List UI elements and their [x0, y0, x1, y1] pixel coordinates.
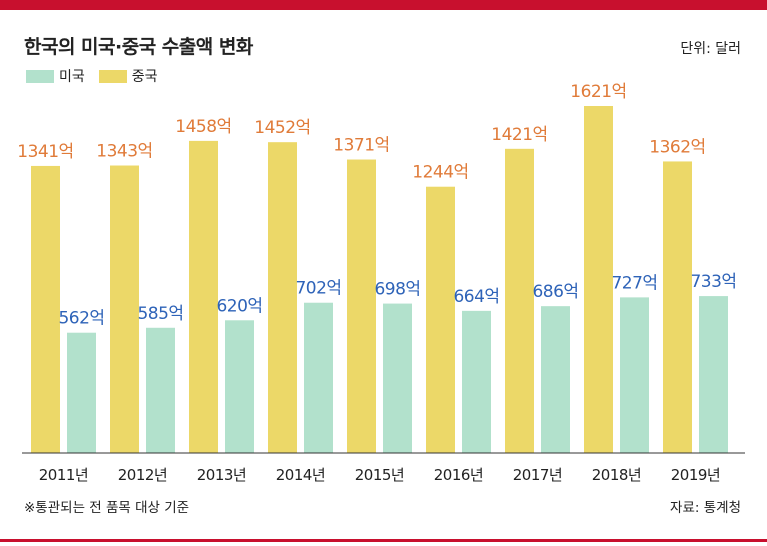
bar-us-7	[541, 306, 570, 453]
data-label-china-5: 1371억	[333, 136, 389, 156]
bar-us-9	[699, 296, 728, 453]
x-tick-label-9: 2019년	[671, 466, 720, 484]
data-label-china-2: 1343억	[96, 142, 152, 162]
data-label-china-8: 1621억	[570, 82, 626, 102]
x-tick-label-4: 2014년	[276, 466, 325, 484]
data-label-china-1: 1341억	[17, 142, 73, 162]
bar-china-4	[268, 142, 297, 453]
x-tick-label-1: 2011년	[39, 466, 88, 484]
bar-us-8	[620, 297, 649, 453]
data-label-china-4: 1452억	[254, 118, 310, 138]
data-label-china-9: 1362억	[649, 137, 705, 157]
data-label-us-2: 585억	[137, 304, 183, 324]
x-tick-label-3: 2013년	[197, 466, 246, 484]
bar-china-3	[189, 140, 218, 454]
bar-china-1	[31, 165, 60, 454]
bar-china-2	[110, 165, 139, 453]
bottom-accent-bar	[0, 539, 767, 542]
x-tick-label-7: 2017년	[513, 466, 562, 484]
legend-item-china: 중국	[98, 66, 158, 86]
data-label-china-6: 1244억	[412, 163, 468, 183]
x-tick-label-8: 2018년	[592, 466, 641, 484]
legend-label-china: 중국	[131, 69, 158, 85]
data-label-us-8: 727억	[611, 273, 657, 293]
unit-label: 단위: 달러	[680, 41, 741, 57]
legend-item-us: 미국	[26, 66, 85, 86]
bar-china-9	[663, 161, 692, 453]
bar-us-1	[67, 332, 96, 453]
bar-china-5	[347, 159, 376, 453]
chart-title: 한국의 미국·중국 수출액 변화	[24, 36, 253, 58]
bar-us-6	[462, 310, 491, 453]
data-label-china-3: 1458억	[175, 117, 231, 137]
legend-swatch-us	[26, 69, 54, 83]
data-label-us-7: 686억	[532, 282, 578, 302]
source-label: 자료: 통계청	[670, 500, 741, 516]
data-label-us-9: 733억	[690, 272, 736, 292]
x-tick-label-5: 2015년	[355, 466, 404, 484]
bar-china-7	[505, 148, 534, 453]
footnote: ※통관되는 전 품목 대상 기준	[24, 500, 190, 516]
bar-us-2	[146, 327, 175, 453]
data-label-us-5: 698억	[374, 280, 420, 300]
legend-label-us: 미국	[59, 69, 85, 85]
x-tick-label-6: 2016년	[434, 466, 483, 484]
data-label-china-7: 1421억	[491, 125, 547, 145]
bar-us-5	[383, 303, 412, 453]
top-accent-bar	[0, 0, 767, 10]
bar-china-6	[426, 186, 455, 454]
x-tick-label-2: 2012년	[118, 466, 167, 484]
data-label-us-4: 702억	[295, 279, 341, 299]
bar-us-4	[304, 302, 333, 453]
legend-swatch-china	[98, 69, 127, 83]
bar-china-8	[584, 106, 613, 453]
data-label-us-6: 664억	[453, 287, 499, 307]
legend: 미국 중국	[26, 66, 172, 86]
bar-us-3	[225, 320, 254, 453]
data-label-us-3: 620억	[216, 296, 262, 316]
data-label-us-1: 562억	[58, 309, 104, 329]
